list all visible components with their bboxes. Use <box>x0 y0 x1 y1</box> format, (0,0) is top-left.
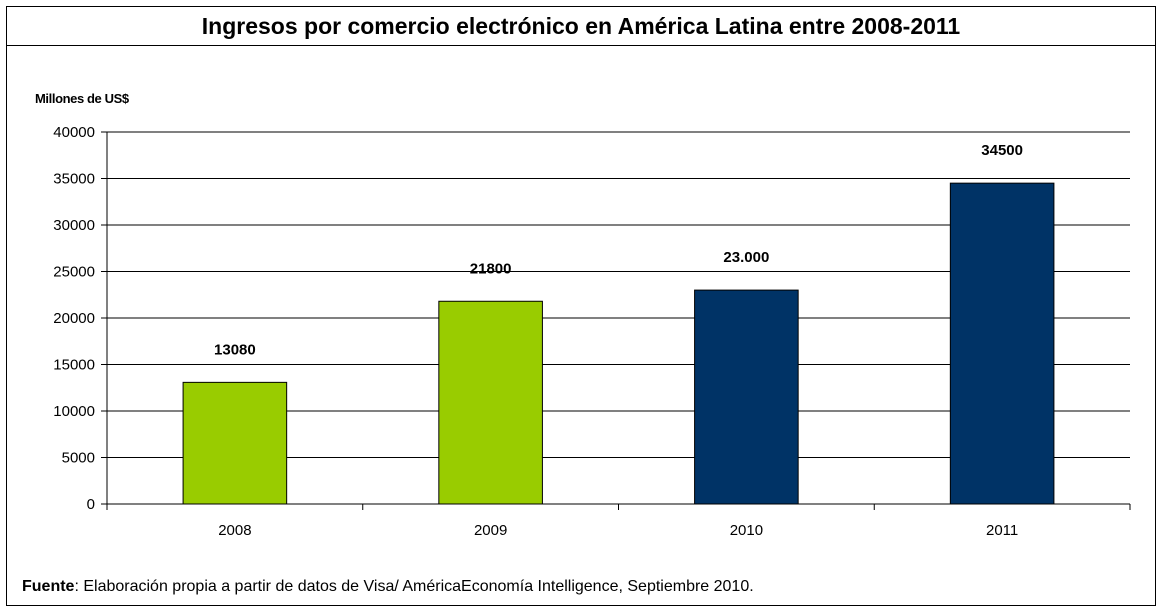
source-note: Fuente: Elaboración propia a partir de d… <box>22 578 754 596</box>
y-tick-label: 15000 <box>53 357 95 374</box>
bar-2008 <box>182 381 288 505</box>
chart-title: Ingresos por comercio electrónico en Amé… <box>6 6 1156 46</box>
y-tick-label: 40000 <box>53 124 95 141</box>
y-tick-label: 0 <box>87 496 95 513</box>
y-tick-label: 5000 <box>62 450 95 467</box>
y-tick-label: 25000 <box>53 264 95 281</box>
x-tick-label: 2011 <box>986 522 1018 539</box>
data-label-2011: 34500 <box>981 142 1023 159</box>
source-prefix: Fuente <box>22 578 75 595</box>
bar-2009 <box>438 300 543 505</box>
y-tick-label: 35000 <box>53 171 95 188</box>
data-label-2009: 21800 <box>470 260 512 277</box>
bar-2011 <box>949 182 1055 505</box>
data-label-2010: 23.000 <box>723 249 769 266</box>
bar-chart: 0 5000 10000 15000 20000 25000 30000 35000 40000… <box>53 124 1131 539</box>
y-tick-label: 30000 <box>53 217 95 234</box>
bar-2010 <box>694 289 799 505</box>
x-tick-label: 2008 <box>218 522 251 539</box>
y-tick-label: 10000 <box>53 403 95 420</box>
y-axis-label: Millones de US$ <box>35 91 129 106</box>
x-tick-label: 2010 <box>730 522 763 539</box>
source-text: : Elaboración propia a partir de datos d… <box>74 578 754 595</box>
y-tick-label: 20000 <box>53 310 95 327</box>
x-tick-label: 2009 <box>474 522 507 539</box>
data-label-2008: 13080 <box>214 341 256 358</box>
